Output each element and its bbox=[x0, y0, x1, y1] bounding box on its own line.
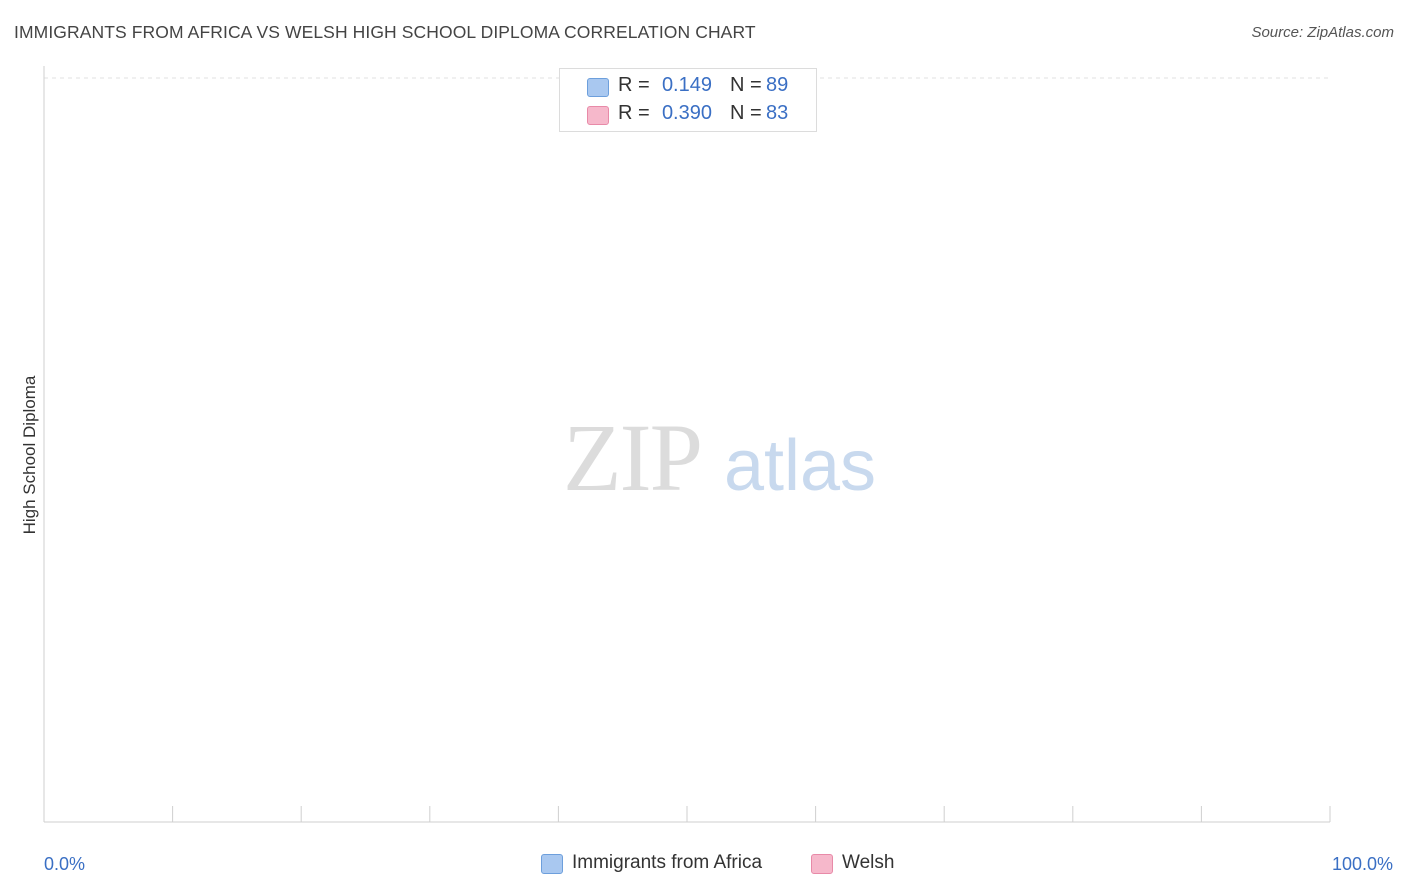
watermark: ZIP atlas bbox=[563, 404, 876, 511]
legend-n-value: 89 bbox=[766, 74, 789, 96]
x-tick-label: 0.0% bbox=[44, 854, 85, 874]
legend-row-africa: R = 0.149 N = 89 bbox=[560, 74, 816, 100]
y-axis-label: High School Diploma bbox=[20, 375, 39, 534]
legend-r-label: R = bbox=[618, 74, 650, 96]
chart-title: IMMIGRANTS FROM AFRICA VS WELSH HIGH SCH… bbox=[14, 22, 756, 42]
watermark-atlas: atlas bbox=[724, 426, 876, 506]
series-swatch-pink bbox=[811, 854, 833, 874]
legend-n-value: 83 bbox=[766, 102, 789, 124]
legend-r-value: 0.390 bbox=[661, 102, 712, 124]
source-label: Source: ZipAtlas.com bbox=[1251, 24, 1394, 41]
legend-swatch-pink bbox=[587, 106, 609, 125]
watermark-zip: ZIP bbox=[563, 404, 701, 511]
grid-layer bbox=[44, 77, 1330, 79]
series-legend: Immigrants from Africa Welsh bbox=[0, 852, 1406, 878]
legend-r-value: 0.149 bbox=[661, 74, 712, 96]
series-legend-label: Welsh bbox=[842, 852, 895, 873]
legend-r-label: R = bbox=[618, 102, 650, 124]
correlation-legend: R = 0.149 N = 89 R = 0.390 N = 83 bbox=[559, 68, 817, 132]
legend-n-label: N = bbox=[730, 102, 762, 124]
axis-layer: 70.0%80.0%90.0%100.0%0.0%100.0% bbox=[43, 66, 1393, 874]
series-legend-label: Immigrants from Africa bbox=[572, 852, 763, 873]
x-tick-label: 100.0% bbox=[1332, 854, 1393, 874]
legend-row-welsh: R = 0.390 N = 83 bbox=[560, 102, 816, 128]
legend-n-label: N = bbox=[730, 74, 762, 96]
series-swatch-blue bbox=[541, 854, 563, 874]
legend-swatch-blue bbox=[587, 78, 609, 97]
